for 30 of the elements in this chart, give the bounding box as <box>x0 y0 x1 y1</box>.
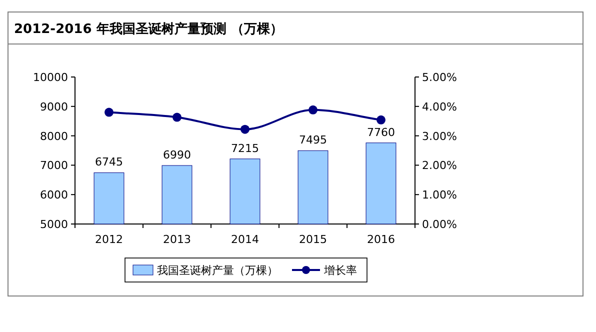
legend-label: 增长率 <box>323 264 357 277</box>
point <box>308 105 318 114</box>
y2-tick-label: 3.00% <box>422 130 457 143</box>
x-tick-label: 2014 <box>231 233 259 246</box>
y2-tick-label: 5.00% <box>422 71 457 84</box>
x-tick-label: 2015 <box>299 233 327 246</box>
x-tick-label: 2016 <box>367 233 395 246</box>
y2-tick-label: 1.00% <box>422 188 457 202</box>
y-tick-label: 8000 <box>40 130 68 143</box>
y-tick-label: 9000 <box>40 100 68 114</box>
data-label: 7215 <box>231 142 259 155</box>
point <box>240 124 250 134</box>
x-tick-label: 2013 <box>163 233 191 246</box>
y2-tick-label: 2.00% <box>422 159 457 172</box>
point <box>104 108 114 117</box>
data-label: 6745 <box>95 156 123 169</box>
data-label: 6990 <box>163 148 191 162</box>
data-label: 7495 <box>299 134 327 147</box>
y2-tick-label: 4.00% <box>422 100 457 114</box>
y-tick-label: 10000 <box>33 71 68 84</box>
point <box>172 112 182 122</box>
x-tick-label: 2012 <box>95 233 123 246</box>
point <box>376 115 386 124</box>
data-label: 7760 <box>367 126 395 139</box>
y-tick-label: 6000 <box>40 188 68 202</box>
y-tick-label: 5000 <box>40 218 68 231</box>
y2-tick-label: 0.00% <box>422 218 457 231</box>
legend-label: 我国圣诞树产量（万棵） <box>157 264 278 277</box>
y-tick-label: 7000 <box>40 159 68 172</box>
chart-title: 2012-2016 年我国圣诞树产量预测 （万棵） <box>14 21 283 37</box>
